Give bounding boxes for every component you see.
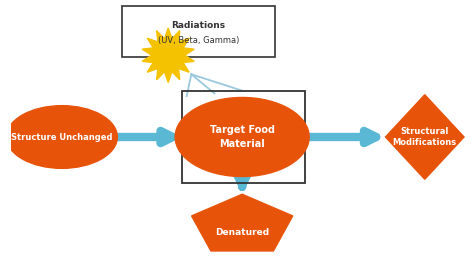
Polygon shape	[191, 194, 293, 251]
Text: Target Food
Material: Target Food Material	[210, 125, 274, 149]
Text: Radiations: Radiations	[171, 21, 225, 30]
Polygon shape	[142, 28, 194, 82]
Circle shape	[175, 98, 309, 176]
Text: Structural
Modifications: Structural Modifications	[392, 127, 457, 147]
Text: Structure Unchanged: Structure Unchanged	[11, 133, 113, 141]
Text: Denatured: Denatured	[215, 228, 269, 237]
Ellipse shape	[7, 106, 118, 168]
Text: (UV, Beta, Gamma): (UV, Beta, Gamma)	[157, 36, 239, 45]
FancyBboxPatch shape	[122, 6, 274, 56]
Polygon shape	[385, 95, 464, 179]
